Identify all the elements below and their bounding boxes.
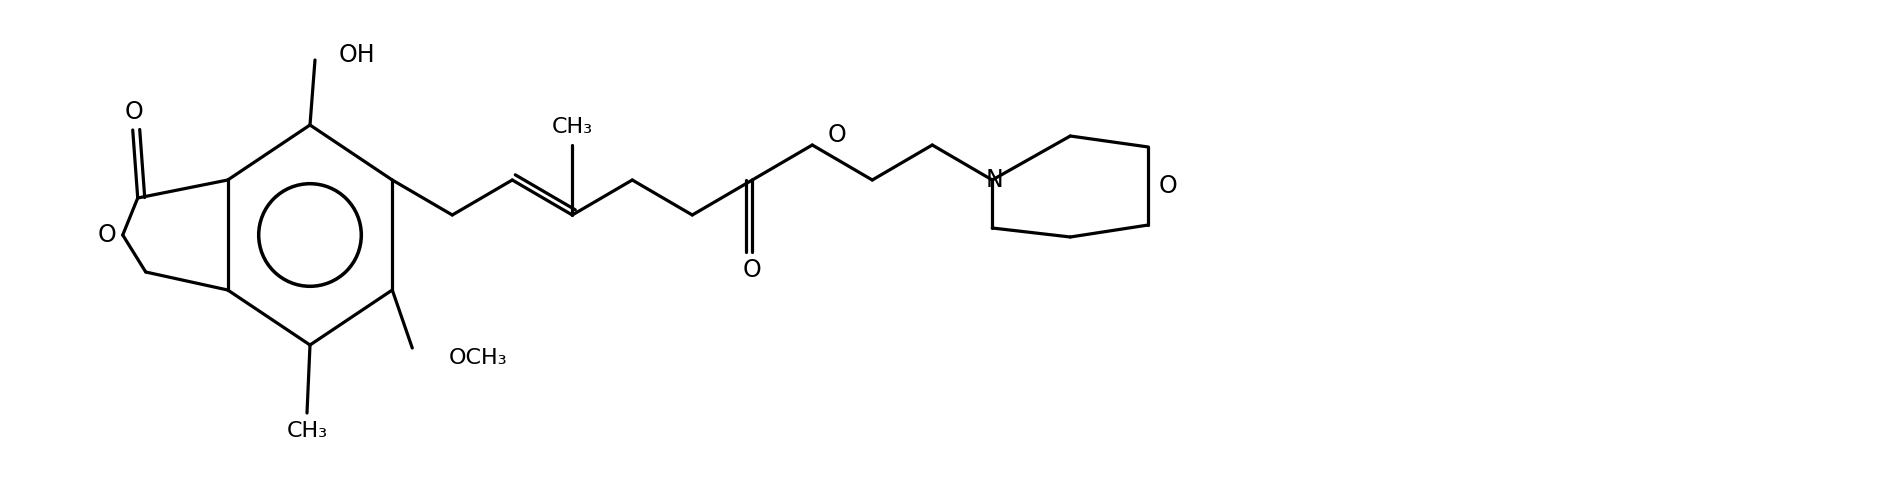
Text: N: N — [985, 168, 1004, 192]
Text: OCH₃: OCH₃ — [449, 348, 508, 368]
Text: OH: OH — [338, 43, 376, 67]
Text: CH₃: CH₃ — [287, 421, 327, 441]
Text: O: O — [743, 258, 762, 282]
Text: O: O — [97, 223, 116, 247]
Text: O: O — [1160, 174, 1177, 198]
Text: CH₃: CH₃ — [551, 117, 593, 137]
Text: O: O — [124, 100, 143, 124]
Text: O: O — [827, 123, 846, 147]
